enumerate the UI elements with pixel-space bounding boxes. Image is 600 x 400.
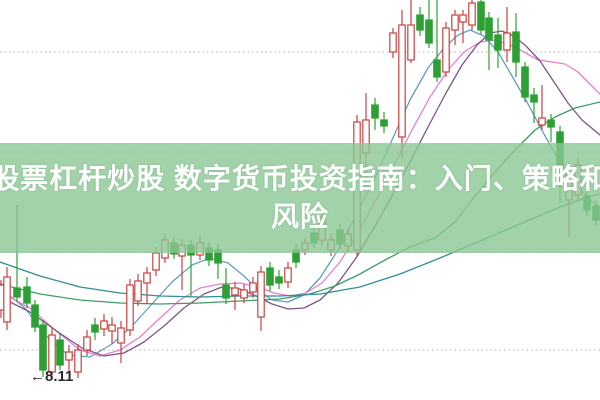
candle bbox=[538, 85, 546, 130]
candle bbox=[485, 12, 493, 70]
ma-magenta bbox=[0, 39, 600, 357]
candle bbox=[108, 317, 116, 344]
candle bbox=[389, 28, 397, 58]
candle bbox=[65, 345, 73, 371]
candle bbox=[126, 279, 134, 336]
candle bbox=[371, 98, 379, 130]
banner-title-line1: 股票杠杆炒股 数字货币投资指南：入门、策略和 bbox=[0, 163, 600, 194]
ma-seagreen bbox=[0, 101, 600, 305]
candle bbox=[74, 344, 82, 378]
candle bbox=[451, 10, 459, 45]
candle bbox=[222, 268, 230, 304]
candle bbox=[512, 13, 520, 77]
candle bbox=[48, 328, 56, 377]
candle bbox=[459, 10, 467, 43]
candle bbox=[503, 7, 511, 62]
candle bbox=[275, 270, 283, 289]
candle bbox=[3, 267, 11, 330]
candle bbox=[143, 267, 151, 304]
candle bbox=[231, 282, 239, 310]
candle bbox=[257, 266, 265, 331]
candle bbox=[494, 18, 502, 68]
candle bbox=[468, 0, 476, 30]
candle bbox=[266, 262, 274, 291]
candle bbox=[91, 318, 99, 340]
candle bbox=[31, 300, 39, 332]
low-price-label: 8.11 bbox=[45, 368, 74, 385]
candle bbox=[530, 88, 538, 123]
candle bbox=[407, 0, 415, 63]
candle bbox=[433, 0, 441, 82]
candle bbox=[23, 277, 31, 308]
arrow-left-icon: ← bbox=[30, 368, 45, 385]
candle bbox=[39, 320, 47, 377]
low-price-annotation: ←8.11 bbox=[30, 368, 73, 385]
candle bbox=[416, 7, 424, 36]
candle bbox=[521, 62, 529, 102]
candle bbox=[442, 22, 450, 77]
title-banner: 股票杠杆炒股 数字货币投资指南：入门、策略和 风险 bbox=[0, 143, 600, 253]
candle bbox=[477, 0, 485, 34]
candle bbox=[425, 0, 433, 48]
candle bbox=[284, 262, 292, 288]
candle bbox=[380, 112, 388, 133]
candle bbox=[249, 277, 257, 298]
candle bbox=[547, 114, 555, 142]
candle bbox=[100, 314, 108, 336]
banner-title-line2: 风险 bbox=[270, 201, 329, 232]
candle bbox=[240, 284, 248, 303]
candle bbox=[134, 274, 142, 306]
candle bbox=[398, 10, 406, 158]
candle bbox=[117, 321, 125, 363]
candle bbox=[56, 334, 64, 370]
candle bbox=[83, 330, 91, 356]
